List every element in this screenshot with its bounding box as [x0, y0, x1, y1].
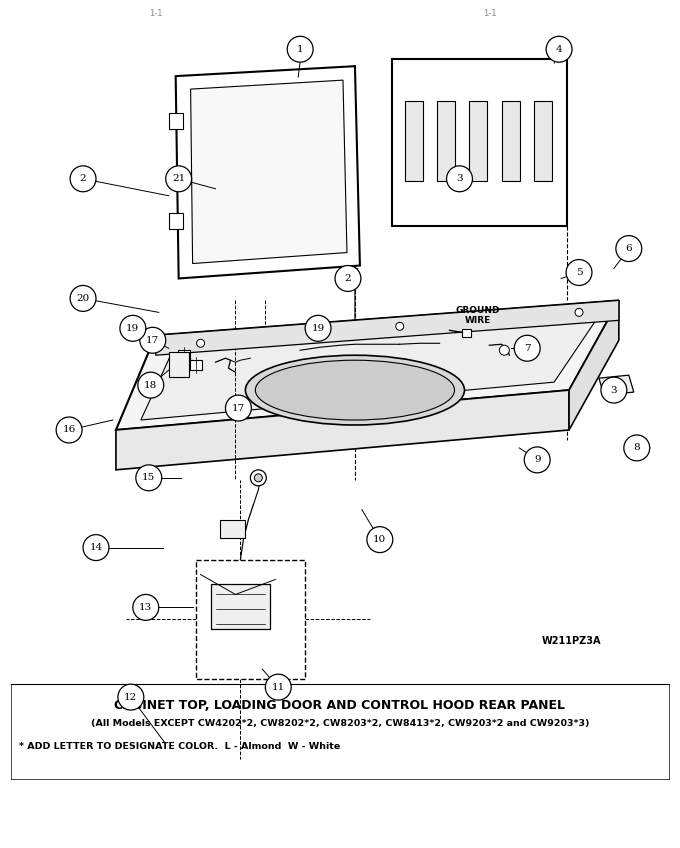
Bar	[211, 584, 270, 629]
Text: 14: 14	[89, 543, 103, 552]
Bar	[462, 329, 471, 338]
Text: 7: 7	[524, 343, 530, 353]
Circle shape	[120, 315, 146, 341]
Circle shape	[56, 417, 82, 443]
Circle shape	[367, 527, 393, 553]
Text: 5: 5	[576, 268, 582, 277]
Text: 4: 4	[556, 45, 562, 53]
Bar	[177, 350, 190, 360]
Circle shape	[575, 309, 583, 316]
Text: 1-1: 1-1	[483, 9, 496, 19]
Text: 18: 18	[144, 381, 157, 389]
Circle shape	[287, 36, 313, 62]
Circle shape	[70, 166, 96, 192]
Circle shape	[546, 36, 572, 62]
Text: 17: 17	[232, 404, 245, 413]
Circle shape	[265, 674, 291, 700]
Bar	[534, 101, 552, 181]
Polygon shape	[116, 300, 619, 430]
Text: 9: 9	[534, 455, 541, 465]
Circle shape	[305, 315, 331, 341]
Text: 15: 15	[142, 473, 156, 483]
Circle shape	[601, 377, 627, 403]
Bar	[169, 213, 183, 229]
Ellipse shape	[256, 360, 454, 420]
Polygon shape	[190, 80, 347, 264]
Text: GROUND
WIRE: GROUND WIRE	[455, 305, 500, 325]
Bar	[502, 101, 520, 181]
Circle shape	[118, 684, 143, 710]
Text: 3: 3	[456, 175, 463, 183]
Bar	[437, 101, 455, 181]
Circle shape	[140, 327, 166, 354]
Text: W211PZ3A: W211PZ3A	[542, 636, 602, 646]
Text: 12: 12	[124, 693, 137, 701]
Polygon shape	[175, 66, 360, 278]
Bar	[190, 360, 201, 371]
Bar	[220, 520, 245, 538]
Polygon shape	[569, 300, 619, 430]
Text: 20: 20	[76, 294, 90, 303]
Circle shape	[197, 339, 205, 347]
Text: (All Models EXCEPT CW4202*2, CW8202*2, CW8203*2, CW8413*2, CW9203*2 and CW9203*3: (All Models EXCEPT CW4202*2, CW8202*2, C…	[90, 718, 590, 728]
Circle shape	[133, 594, 158, 621]
Bar	[469, 101, 488, 181]
Circle shape	[616, 236, 642, 261]
Circle shape	[524, 447, 550, 473]
Polygon shape	[599, 375, 634, 395]
Circle shape	[624, 435, 649, 460]
Circle shape	[70, 286, 96, 311]
Text: 17: 17	[146, 336, 159, 345]
Text: 1: 1	[297, 45, 303, 53]
Text: 8: 8	[634, 444, 640, 453]
Circle shape	[136, 465, 162, 491]
Bar	[169, 113, 183, 129]
Text: CABINET TOP, LOADING DOOR AND CONTROL HOOD REAR PANEL: CABINET TOP, LOADING DOOR AND CONTROL HO…	[114, 699, 566, 711]
Text: 10: 10	[373, 535, 386, 544]
Circle shape	[566, 259, 592, 286]
Text: 16: 16	[63, 426, 75, 434]
Circle shape	[226, 395, 252, 421]
Text: 2: 2	[80, 175, 86, 183]
Circle shape	[447, 166, 473, 192]
Circle shape	[138, 372, 164, 398]
Circle shape	[499, 345, 509, 355]
Text: 13: 13	[139, 603, 152, 612]
Bar	[169, 352, 188, 377]
Circle shape	[166, 166, 192, 192]
Text: 19: 19	[311, 324, 325, 332]
Circle shape	[254, 474, 262, 482]
Bar	[196, 560, 305, 679]
Ellipse shape	[245, 355, 464, 425]
Polygon shape	[116, 390, 569, 470]
Bar	[405, 101, 423, 181]
Text: * ADD LETTER TO DESIGNATE COLOR.  L - Almond  W - White: * ADD LETTER TO DESIGNATE COLOR. L - Alm…	[19, 743, 341, 751]
Text: 2: 2	[345, 274, 352, 283]
Text: 11: 11	[271, 683, 285, 692]
Circle shape	[83, 534, 109, 561]
Text: 6: 6	[626, 244, 632, 253]
Circle shape	[335, 265, 361, 292]
Text: 19: 19	[126, 324, 139, 332]
Circle shape	[514, 335, 540, 361]
Text: 1-1: 1-1	[149, 9, 163, 19]
Circle shape	[396, 322, 404, 331]
Polygon shape	[156, 300, 619, 355]
Text: 3: 3	[611, 386, 617, 394]
Polygon shape	[392, 59, 567, 226]
Circle shape	[250, 470, 267, 486]
Text: 21: 21	[172, 175, 185, 183]
Polygon shape	[141, 309, 604, 420]
